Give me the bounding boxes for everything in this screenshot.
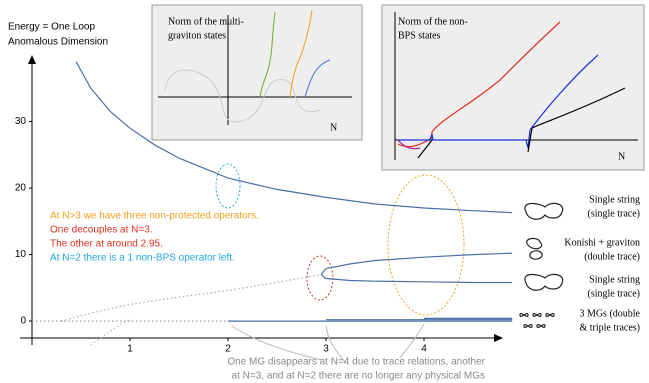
right-label: Single string [589,274,640,285]
page: {"chart_data": {"type": "line", "ylabel"… [0,0,649,383]
x-tick-label: 3 [323,344,329,355]
series-line [61,275,321,322]
x-tick-label: 2 [225,344,231,355]
footnote: at N=3, and at N=2 there are no longer a… [232,371,485,382]
highlight [216,164,240,208]
y-tick-label: 30 [15,116,27,127]
inset-title: Norm of the multi- [168,16,244,27]
annotation: At N=2 there is a 1 non-BPS operator lef… [50,253,235,264]
x-arrow [494,334,503,342]
inset-title: BPS states [398,30,441,41]
right-label: (double trace) [584,251,640,262]
inset-title: graviton states [168,30,226,41]
annotation: The other at around 2.95. [50,239,163,250]
y-label: Energy = One Loop [8,22,95,33]
y-tick-label: 10 [15,249,27,260]
y-tick-label: 0 [20,316,26,327]
highlight [307,256,333,300]
chart: Energy = One Loop Anomalous Dimension No… [0,0,649,383]
annotation: At N>3 we have three non-protected opera… [50,211,259,222]
highlight [388,175,464,315]
string-icons [520,203,563,327]
right-label: Konishi + graviton [564,237,640,248]
x-tick-label: 1 [127,344,133,355]
right-label: 3 MGs (double [579,308,640,319]
right-label: Single string [589,194,640,205]
y-label: Anomalous Dimension [8,37,108,48]
right-label: (single trace) [588,288,640,299]
footnote: One MG disappears at N=4 due to trace re… [227,357,485,368]
inset-x-label: N [330,122,337,133]
annotation: One decouples at N=3. [50,225,153,236]
series-line [91,319,130,345]
series-line [321,275,512,283]
inset-title: Norm of the non- [398,16,468,27]
inset-x-label: N [618,151,625,162]
x-tick-label: 4 [421,344,427,355]
right-label: (single trace) [588,208,640,219]
series-line [321,253,512,274]
y-arrow [28,55,36,64]
y-tick-label: 20 [15,183,27,194]
right-label: & triple traces) [579,322,640,333]
